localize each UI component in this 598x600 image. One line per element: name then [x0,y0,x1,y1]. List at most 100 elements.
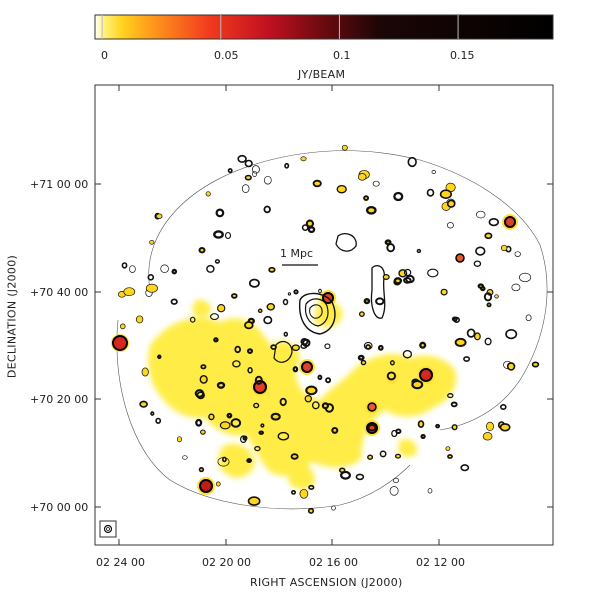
compact-source [258,430,264,435]
compact-source [499,403,507,410]
compact-source [268,266,276,273]
compact-source [284,162,290,169]
compact-source [389,486,399,496]
compact-source [407,156,417,168]
compact-source [156,213,163,219]
compact-source [431,170,437,174]
compact-source [263,175,272,185]
compact-source [386,371,397,381]
compact-source [317,374,323,381]
compact-source [360,359,367,366]
compact-source [150,411,155,416]
compact-source [331,426,339,434]
compact-source [260,423,265,428]
source-cores [112,216,516,493]
compact-source [217,457,230,467]
compact-source [483,292,493,302]
compact-source [474,332,481,341]
compact-source [382,274,390,281]
compact-source [372,180,380,187]
compact-source [246,348,254,354]
colorbar-tick-label: 0.1 [333,49,351,62]
compact-source [403,277,412,284]
compact-source [219,421,231,430]
compact-source [450,401,458,408]
compact-source [482,432,493,441]
compact-source [341,144,348,151]
compact-source [365,205,377,215]
compact-source [253,402,260,409]
compact-source [270,412,281,421]
compact-source [141,367,149,377]
compact-source [282,298,289,306]
compact-source [311,401,320,410]
compact-source [290,453,299,460]
compact-source [447,454,453,459]
compact-source [157,354,162,360]
compact-source [460,464,470,472]
map-image [111,144,548,514]
compact-source [325,377,332,384]
compact-source [205,191,211,197]
compact-source [308,484,315,490]
compact-source [358,311,365,317]
compact-source [321,402,329,410]
y-tick-label: +70 40 00 [30,286,89,299]
compact-source [182,455,188,460]
compact-source [234,345,242,354]
compact-source [139,400,148,408]
compact-source [463,356,471,362]
compact-source [336,184,347,194]
compact-source [505,329,518,340]
compact-source [244,174,252,181]
compact-source [488,218,499,227]
compact-source [300,156,307,162]
compact-source [324,343,331,350]
compact-source [426,188,435,197]
compact-source [318,288,322,294]
compact-source [200,429,206,435]
compact-source [305,219,315,228]
compact-source [427,268,439,278]
compact-source [301,224,309,231]
compact-source [446,199,456,208]
compact-source [160,264,169,274]
compact-source [283,331,289,337]
compact-source [377,344,384,351]
compact-source [357,173,367,181]
compact-source [266,302,276,311]
compact-source [246,458,252,464]
compact-source [340,470,352,480]
compact-source [120,323,126,330]
compact-source [214,259,220,264]
compact-source [227,168,233,174]
compact-source [506,362,516,371]
compact-source [213,337,219,343]
compact-source [393,277,403,285]
compact-source [277,431,290,441]
compact-source [291,344,300,352]
compact-source [257,308,263,314]
compact-source [251,165,260,174]
compact-source [241,184,250,193]
compact-source [484,232,493,240]
compact-source [232,360,241,368]
colorbar-tick-label: 0 [101,49,108,62]
compact-source [224,231,232,240]
colorbar-tick-label: 0.05 [214,49,239,62]
compact-source [395,428,402,434]
compact-source [435,423,441,429]
compact-source [525,314,532,322]
compact-source [210,313,219,321]
compact-source [254,375,263,385]
compact-source [252,170,258,177]
compact-source [206,264,215,273]
compact-source [331,505,336,511]
compact-source [439,189,453,199]
compact-source [237,154,247,163]
y-tick-label: +71 00 00 [30,178,89,191]
colorbar-tick-label: 0.15 [450,49,475,62]
compact-source [123,287,136,297]
extended-source-contours [273,232,386,363]
compact-source [304,395,312,403]
